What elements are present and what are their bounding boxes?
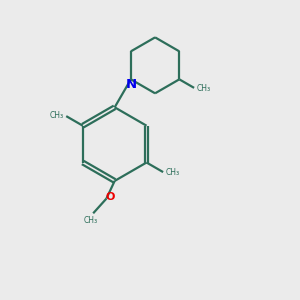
Text: CH₃: CH₃ (165, 169, 179, 178)
Text: CH₃: CH₃ (196, 84, 211, 93)
Text: CH₃: CH₃ (50, 111, 64, 120)
Text: N: N (126, 78, 137, 91)
Text: O: O (106, 192, 115, 202)
Text: CH₃: CH₃ (84, 216, 98, 225)
